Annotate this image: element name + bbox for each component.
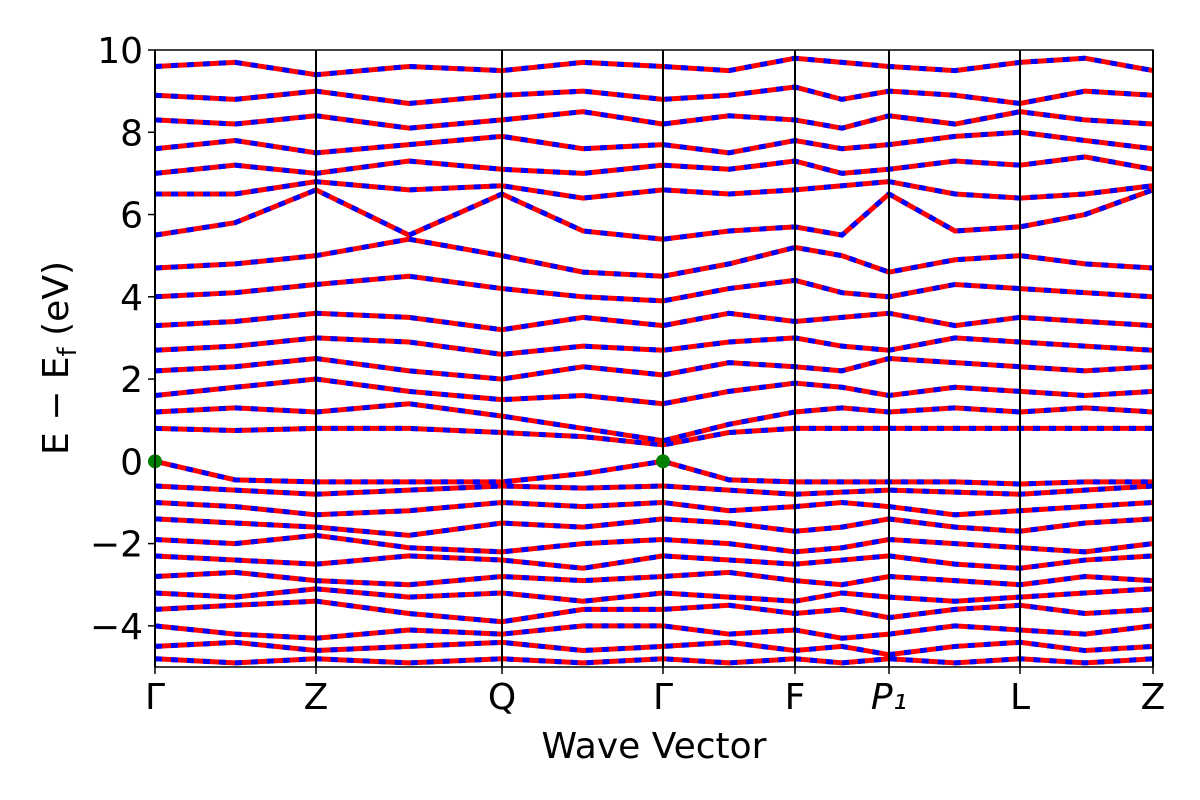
band-line <box>155 598 1153 625</box>
x-tick-label: L <box>1010 677 1030 718</box>
band-line <box>155 401 1153 444</box>
x-tick-label: Z <box>1141 677 1166 718</box>
band-line <box>155 273 1153 304</box>
y-tick-label: 10 <box>97 31 143 72</box>
y-tick-label: −2 <box>90 525 143 566</box>
band-line <box>155 532 1153 555</box>
band-line <box>155 483 1153 497</box>
y-tick-label: 2 <box>120 360 143 401</box>
y-tick-label: 8 <box>120 113 143 154</box>
x-tick-label: Z <box>304 677 329 718</box>
x-tick-label: Γ <box>653 677 673 718</box>
x-tick-label: F <box>785 677 806 718</box>
y-label-part: E − E <box>36 356 77 455</box>
x-tick-label: Q <box>488 677 516 718</box>
band-line <box>155 154 1153 176</box>
y-label-part: (eV) <box>36 261 77 347</box>
plot-area <box>155 55 1153 666</box>
band-line <box>155 236 1153 279</box>
band-line <box>155 458 1153 487</box>
band-line <box>155 586 1153 604</box>
band-line <box>155 425 1153 448</box>
x-tick-label: Γ <box>145 677 165 718</box>
band-line <box>155 623 1153 641</box>
y-tick-label: 4 <box>120 278 143 319</box>
band-line <box>155 656 1153 666</box>
band-line <box>155 109 1153 131</box>
band-line <box>155 569 1153 588</box>
y-tick-label: −4 <box>90 607 143 648</box>
extremum-marker <box>656 454 670 469</box>
band-line <box>155 179 1153 201</box>
x-axis-label: Wave Vector <box>542 726 767 767</box>
band-line <box>155 376 1153 407</box>
band-line <box>155 273 1153 304</box>
band-line <box>155 639 1153 658</box>
y-tick-label: 6 <box>120 196 143 237</box>
band-line <box>155 355 1153 382</box>
band-line <box>155 499 1153 518</box>
plot-frame <box>154 49 1154 668</box>
x-tick-label: P₁ <box>871 677 907 718</box>
band-line <box>155 129 1153 156</box>
band-line <box>155 553 1153 571</box>
y-tick-label: 0 <box>120 442 143 483</box>
band-line <box>155 84 1153 107</box>
band-line <box>155 55 1153 78</box>
band-line <box>155 187 1153 242</box>
band-line <box>155 310 1153 333</box>
y-label-sub: f <box>53 346 83 356</box>
y-axis-label: E − Ef (eV) <box>36 261 83 455</box>
band-line <box>155 516 1153 538</box>
band-line <box>155 335 1153 357</box>
band-line <box>155 109 1153 131</box>
